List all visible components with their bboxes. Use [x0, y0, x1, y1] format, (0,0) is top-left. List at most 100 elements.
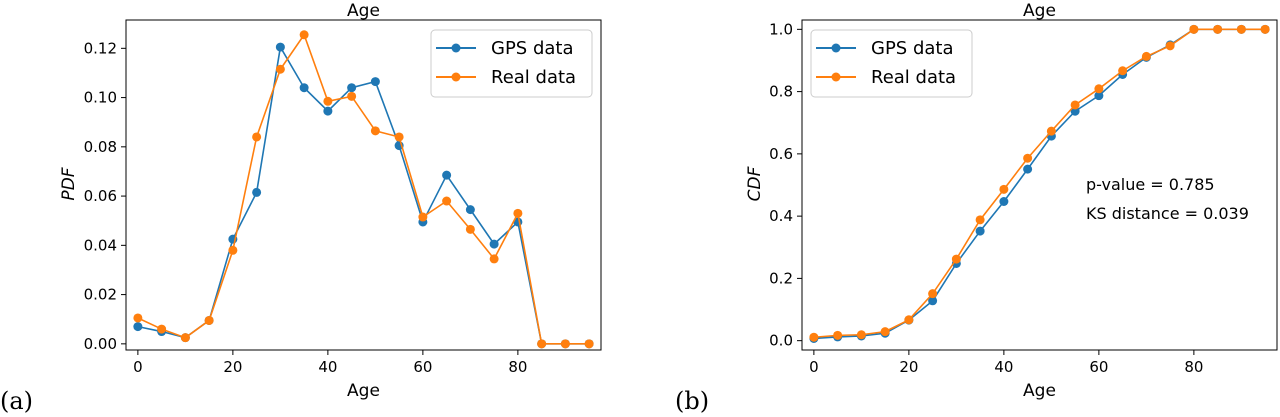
panel-a-y-tick-label: 0.04: [84, 236, 117, 254]
panel-a-gps-point: [299, 83, 309, 93]
panel-b-gps-point: [999, 197, 1009, 206]
panel-b-real-point: [856, 330, 866, 340]
panel-a-legend-gps-marker: [451, 43, 461, 53]
panel-b-gps-point: [1070, 106, 1080, 116]
panel-a-x-tick-label: 60: [413, 358, 432, 376]
panel-a-gps-point: [252, 187, 262, 197]
panel-a-gps-point: [370, 77, 380, 87]
panel-b-gps-point: [1023, 164, 1033, 174]
panel-b-real-point: [1094, 84, 1104, 94]
panel-a-legend-gps-label: GPS data: [491, 38, 574, 59]
panel-a-label: (a): [0, 387, 33, 415]
panel-b-plot-frame: [801, 19, 1278, 351]
panel-a-legend-real-label: Real data: [491, 67, 576, 88]
panel-b-x-tick-label: 80: [1184, 358, 1203, 376]
panel-b-legend-real-label: Real data: [871, 67, 956, 88]
panel-a-real-point: [347, 91, 357, 101]
panel-b-y-tick-label: 0.0: [769, 332, 793, 350]
panel-a-real-point: [560, 339, 570, 349]
panel-a-real-point: [157, 324, 167, 334]
panel-a-plot-frame: [125, 19, 602, 351]
panel-a-real-point: [513, 208, 523, 218]
panel-b-series: [809, 24, 1270, 343]
panel-b-real-point: [1189, 24, 1199, 34]
panel-b-real-point: [1046, 126, 1056, 136]
panel-b-y-tick-label: 0.4: [769, 207, 793, 225]
panel-b-real-point: [833, 330, 843, 340]
panel-a-x-tick-label: 20: [223, 358, 242, 376]
panel-b-legend-gps-marker: [831, 43, 841, 53]
p-value-annotation: p-value = 0.785: [1086, 175, 1215, 194]
panel-a-real-point: [465, 224, 475, 234]
panel-a-gps-point: [465, 205, 475, 215]
panel-a-gps-point: [323, 106, 333, 116]
panel-a-gps-point: [347, 83, 357, 93]
panel-a-legend-real-marker: [451, 72, 461, 82]
panel-a-y-tick-label: 0.06: [84, 187, 117, 205]
panel-a-y-tick-label: 0.08: [84, 138, 117, 156]
panel-a-y-tick-label: 0.10: [84, 89, 117, 107]
panel-b-x-tick-label: 60: [1089, 358, 1108, 376]
panel-a-y-tick-label: 0.00: [84, 335, 117, 353]
panel-a-real-point: [228, 245, 238, 255]
panel-a-real-point: [442, 196, 452, 206]
panel-b-real-point: [1260, 24, 1270, 34]
panel-b-real-point: [1070, 100, 1080, 110]
panel-b-real-point: [1023, 153, 1033, 163]
panel-b-y-axis-label: CDF: [745, 166, 765, 201]
panel-a-gps-point: [489, 239, 499, 249]
panel-a-real-point: [537, 339, 547, 349]
panel-a-y-axis-label: PDF: [59, 167, 79, 200]
panel-b-ticks: 0 20 40 60 80 0.0 0.2 0.4 0.6 0.8 1.0: [769, 20, 1203, 376]
panel-a-real-point: [418, 212, 428, 222]
panel-b-real-point: [928, 289, 938, 299]
panel-a-series-real-line: [137, 33, 590, 345]
panel-a-y-tick-label: 0.02: [84, 286, 117, 304]
panel-b-legend-real-marker: [831, 72, 841, 82]
panel-a-gps-point: [133, 322, 143, 332]
panel-a-real-point: [275, 64, 285, 74]
panel-a-real-point: [584, 339, 594, 349]
panel-b-real-point: [809, 332, 819, 342]
panel-a-x-tick-label: 40: [318, 358, 337, 376]
panel-b-real-point: [1118, 66, 1128, 76]
panel-b-label: (b): [675, 387, 709, 415]
panel-a-real-point: [394, 132, 404, 142]
panel-a-pdf-chart: Age Age PDF (a) 0 20 40 60 80 0.00 0.02 0.04 0.0…: [0, 1, 602, 415]
panel-b-gps-point: [928, 296, 938, 306]
panel-a-real-point: [489, 254, 499, 264]
panel-a-gps-point: [442, 170, 452, 180]
panel-a-x-axis-label: Age: [347, 381, 380, 401]
panel-b-real-point: [880, 327, 890, 337]
panel-a-real-point: [252, 132, 262, 142]
panel-b-x-tick-label: 0: [809, 358, 819, 376]
panel-b-legend-gps-label: GPS data: [871, 38, 954, 59]
panel-a-real-point: [323, 96, 333, 106]
panel-b-x-tick-label: 40: [994, 358, 1013, 376]
panel-b-cdf-chart: Age Age CDF (b) 0 20 40 60 80 0.0 0.2 0.4 0.6 0.8…: [675, 1, 1278, 415]
panel-b-x-tick-label: 20: [899, 358, 918, 376]
panel-a-real-point: [133, 313, 143, 323]
panel-b-real-point: [1141, 51, 1151, 61]
panel-a-gps-point: [275, 42, 285, 52]
panel-a-series: [133, 30, 594, 349]
panel-a-real-point: [204, 315, 214, 325]
panel-b-x-axis-label: Age: [1023, 381, 1056, 401]
panel-b-y-tick-label: 0.2: [769, 269, 793, 287]
panel-b-y-tick-label: 0.8: [769, 83, 793, 101]
panel-a-real-point: [180, 333, 190, 343]
panel-b-y-tick-label: 0.6: [769, 145, 793, 163]
panel-a-real-point: [299, 30, 309, 40]
panel-b-real-point: [975, 215, 985, 225]
panel-b-gps-point: [975, 226, 985, 236]
panel-b-real-point: [999, 184, 1009, 194]
panel-a-x-tick-label: 0: [133, 358, 143, 376]
panel-b-gps-point: [1094, 91, 1104, 101]
panel-b-real-point: [904, 315, 914, 325]
ks-distance-annotation: KS distance = 0.039: [1086, 204, 1249, 223]
panel-b-real-point: [1213, 24, 1223, 34]
panel-a-x-tick-label: 80: [508, 358, 527, 376]
panel-a-legend: GPS data Real data: [430, 29, 593, 98]
panel-b-real-point: [1165, 41, 1175, 51]
